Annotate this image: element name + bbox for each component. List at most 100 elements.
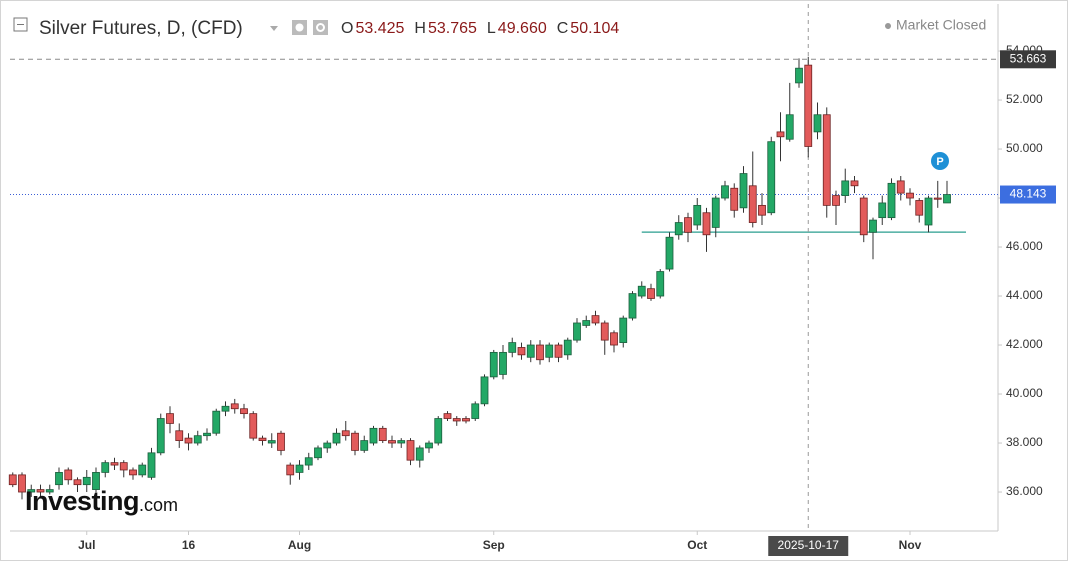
candle-body [813, 114, 822, 133]
candle-body [415, 447, 424, 461]
candle-body [832, 195, 840, 206]
candle-body [711, 197, 720, 228]
candle-body [388, 440, 396, 444]
readout-key: H [414, 20, 426, 37]
candle-body [36, 489, 45, 493]
candle-body [508, 342, 517, 353]
candle-body [443, 413, 452, 419]
market-status: Market Closed [896, 17, 986, 33]
candle-body [193, 435, 202, 444]
candle-body [526, 344, 535, 358]
x-tick-label: Sep [483, 538, 505, 552]
candle-body [915, 200, 924, 216]
candle-body [610, 332, 618, 346]
candle-body [425, 442, 433, 449]
candle-body [730, 187, 739, 211]
readout-key: L [487, 20, 496, 37]
candle-body [73, 479, 82, 486]
candle-body [637, 285, 646, 297]
candle-body [665, 236, 674, 270]
candle-body [378, 427, 387, 441]
candle-body [212, 410, 221, 434]
candle-body [221, 405, 230, 412]
candle-body [230, 403, 239, 410]
readout-value: 53.425 [355, 20, 404, 37]
candle-body [767, 141, 776, 214]
candle-body [8, 474, 17, 486]
candle-body [267, 440, 276, 444]
candle-body [110, 462, 119, 466]
readout-value: 49.660 [498, 20, 547, 37]
chart-title: Silver Futures, D, (CFD) [39, 18, 243, 39]
settings-icon[interactable] [313, 20, 328, 35]
candle-body [859, 197, 868, 236]
status-dot [885, 23, 891, 29]
candle-body [452, 418, 461, 422]
readout-key: C [557, 20, 569, 37]
candle-body [27, 489, 36, 493]
settings-icon-gear [316, 23, 325, 32]
candle-body [517, 347, 526, 356]
candle-body [943, 194, 951, 204]
price-label: 53.663 [1010, 51, 1047, 65]
candle-body [462, 418, 470, 422]
candle-body [499, 351, 507, 375]
price-label-box [1000, 185, 1056, 204]
candle-body [684, 217, 692, 233]
candle-body [748, 185, 757, 223]
y-tick-label: 44.000 [1006, 288, 1043, 302]
readout-key: O [341, 20, 353, 37]
candle-body [739, 173, 748, 209]
candle-body [406, 440, 415, 461]
y-tick-label: 52.000 [1006, 92, 1043, 106]
candle-body [240, 408, 248, 415]
eye-icon-dot [295, 23, 304, 32]
x-tick-label: 16 [182, 538, 196, 552]
candle-body [166, 413, 174, 424]
price-label: 48.143 [1010, 187, 1047, 201]
x-tick-label: Oct [687, 538, 707, 552]
candle-body [693, 204, 702, 226]
candle-body [480, 376, 489, 405]
candle-body [887, 182, 896, 219]
candle-body [92, 472, 100, 490]
x-tick-label: Nov [899, 538, 922, 552]
candle-body [18, 474, 26, 493]
watermark-suffix: .com [139, 495, 178, 515]
x-tick-label: Jul [78, 538, 95, 552]
candle-body [785, 114, 794, 140]
candle-body [295, 464, 304, 473]
candle-body [323, 442, 332, 449]
candle-body [304, 457, 313, 466]
readout-value: 50.104 [570, 20, 619, 37]
candle-body [906, 192, 914, 199]
y-tick-label: 38.000 [1006, 435, 1043, 449]
candle-body [850, 180, 859, 187]
candle-body [471, 403, 480, 419]
candle-body [286, 464, 295, 476]
candle-body [397, 440, 406, 444]
candle-body [674, 222, 683, 236]
crosshair-label: 2025-10-17 [778, 538, 840, 552]
candle-body [619, 317, 628, 343]
y-tick-label: 42.000 [1006, 337, 1043, 351]
candle-body [55, 472, 63, 486]
candle-body [841, 180, 850, 196]
event-marker[interactable] [931, 152, 949, 170]
candle-body [896, 180, 905, 194]
candle-body [489, 351, 498, 378]
candle-body [600, 322, 609, 341]
candle-body [332, 432, 341, 444]
x-tick-label: Aug [288, 538, 311, 552]
y-tick-label: 46.000 [1006, 239, 1043, 253]
candle-body [360, 440, 369, 451]
ohlc-readout: O 53.425 H 53.765 L 49.660 C 50.104 [341, 20, 619, 37]
crosshair-label-box [768, 536, 849, 556]
dropdown-arrow[interactable] [270, 26, 278, 31]
plot-area [8, 4, 998, 530]
candle-body [147, 452, 156, 478]
price-label-box [1000, 50, 1056, 69]
candle-body [656, 271, 665, 297]
